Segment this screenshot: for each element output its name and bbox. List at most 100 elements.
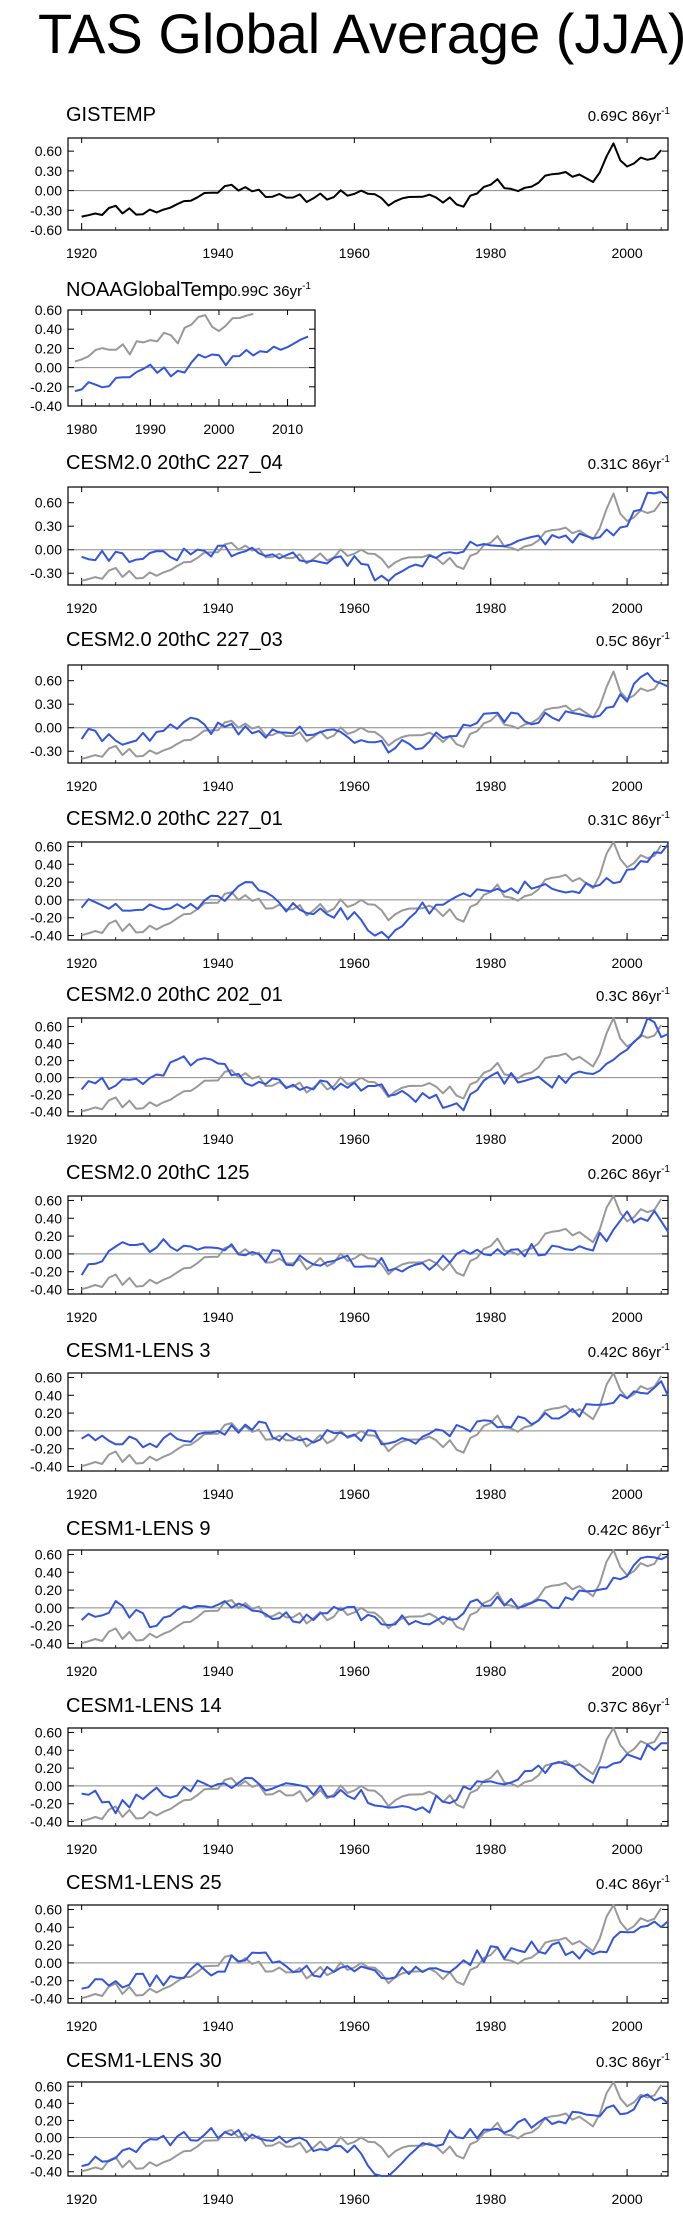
- x-tick-label: 1980: [475, 600, 506, 616]
- trend-superscript: -1: [661, 631, 670, 642]
- panel-title: CESM1-LENS 3: [66, 1340, 211, 1362]
- x-tick-label: 1940: [202, 1663, 233, 1679]
- x-tick-label: 1940: [202, 245, 233, 261]
- x-tick-label: 1960: [339, 2191, 370, 2207]
- y-tick-label: 0.00: [35, 892, 62, 908]
- trend-label: 0.69C 86yr-1: [588, 106, 671, 125]
- y-tick-label: 0.60: [35, 2078, 62, 2094]
- plot-frame: [67, 1372, 669, 1472]
- y-tick-label: -0.40: [30, 1282, 62, 1298]
- panel-title: CESM2.0 20thC 227_03: [66, 629, 283, 651]
- y-tick-label: 0.40: [35, 1564, 62, 1580]
- x-tick-label: 1960: [339, 955, 370, 971]
- y-tick-label: -0.40: [30, 398, 62, 414]
- x-tick-label: 1920: [66, 1663, 97, 1679]
- trend-superscript: -1: [661, 1164, 670, 1175]
- y-tick-label: 0.60: [35, 1369, 62, 1385]
- x-tick-label: 1980: [475, 1309, 506, 1325]
- y-tick-label: 0.20: [35, 2112, 62, 2128]
- plot-frame: [67, 137, 669, 231]
- x-tick-label: 1960: [339, 1486, 370, 1502]
- trend-label: 0.37C 86yr-1: [588, 1697, 671, 1716]
- x-tick-label: 1940: [202, 2018, 233, 2034]
- trend-label: 0.3C 86yr-1: [596, 2052, 670, 2071]
- y-tick-label: 0.00: [35, 1600, 62, 1616]
- panel-title: CESM2.0 20thC 227_04: [66, 452, 283, 474]
- plot-frame: [67, 1017, 669, 1117]
- x-tick-label: 1940: [202, 1486, 233, 1502]
- series-line-cesm1-lens-30: [81, 2093, 669, 2177]
- x-tick-label: 1920: [66, 1841, 97, 1857]
- x-tick-label: 1960: [339, 1663, 370, 1679]
- plot-frame: [67, 2081, 669, 2177]
- trend-superscript: -1: [661, 1697, 670, 1708]
- x-tick-label: 1960: [339, 600, 370, 616]
- series-line-cesm2-0-20thc-227-03: [80, 672, 669, 754]
- plot-frame: [67, 1904, 669, 2004]
- trend-superscript: -1: [661, 1342, 670, 1353]
- y-tick-label: 0.20: [35, 1053, 62, 1069]
- y-tick-label: -0.30: [30, 202, 62, 218]
- y-tick-label: -0.30: [30, 743, 62, 759]
- y-tick-label: -0.20: [30, 379, 62, 395]
- y-tick-label: -0.40: [30, 928, 62, 944]
- plot-frame: [67, 1549, 669, 1649]
- y-tick-label: -0.20: [30, 1087, 62, 1103]
- series-line-reference: [74, 312, 254, 363]
- panel-title: CESM1-LENS 30: [66, 2050, 222, 2072]
- trend-label: 0.42C 86yr-1: [588, 1520, 671, 1539]
- x-tick-label: 1960: [339, 245, 370, 261]
- x-tick-label: 2000: [612, 1663, 643, 1679]
- trend-label: 0.31C 86yr-1: [588, 810, 671, 829]
- x-tick-label: 1960: [339, 1131, 370, 1147]
- series-line-reference: [81, 492, 663, 582]
- x-tick-label: 1960: [339, 778, 370, 794]
- y-tick-label: 0.60: [35, 838, 62, 854]
- x-tick-label: 1920: [66, 1131, 97, 1147]
- series-line-reference: [81, 1017, 663, 1113]
- y-tick-label: 0.60: [35, 143, 62, 159]
- y-tick-label: 0.60: [35, 1901, 62, 1917]
- trend-superscript: -1: [302, 281, 311, 292]
- panel-title: GISTEMP: [66, 104, 156, 126]
- series-line-cesm1-lens-14: [81, 1742, 668, 1815]
- y-tick-label: -0.40: [30, 1991, 62, 2007]
- y-tick-label: 0.00: [35, 1778, 62, 1794]
- y-tick-label: -0.40: [30, 1636, 62, 1652]
- y-tick-label: 0.60: [35, 1019, 62, 1035]
- trend-label: 0.26C 86yr-1: [588, 1164, 671, 1183]
- y-tick-label: 0.60: [35, 302, 62, 318]
- x-tick-label: 1940: [202, 955, 233, 971]
- x-tick-label: 1980: [475, 1841, 506, 1857]
- y-tick-label: -0.20: [30, 1796, 62, 1812]
- series-line-reference: [81, 1195, 663, 1291]
- x-tick-label: 1980: [475, 1663, 506, 1679]
- y-tick-label: 0.00: [35, 1070, 62, 1086]
- y-tick-label: 0.00: [35, 1246, 62, 1262]
- y-tick-label: 0.40: [35, 1036, 62, 1052]
- y-tick-label: -0.20: [30, 2147, 62, 2163]
- x-tick-label: 1980: [475, 955, 506, 971]
- panel-title: CESM2.0 20thC 125: [66, 1162, 249, 1184]
- x-tick-label: 2010: [272, 421, 303, 437]
- x-tick-label: 1920: [66, 600, 97, 616]
- trend-superscript: -1: [661, 810, 670, 821]
- y-tick-label: -0.20: [30, 1264, 62, 1280]
- trend-superscript: -1: [661, 986, 670, 997]
- series-line-cesm1-lens-9: [80, 1555, 669, 1629]
- series-line-reference: [81, 1372, 663, 1468]
- y-tick-label: 0.60: [35, 1724, 62, 1740]
- x-tick-label: 1960: [339, 1841, 370, 1857]
- panel-title: CESM2.0 20thC 202_01: [66, 984, 283, 1006]
- series-line-reference: [81, 670, 663, 760]
- x-tick-label: 2000: [612, 778, 643, 794]
- x-tick-label: 2000: [612, 1131, 643, 1147]
- y-tick-label: 0.60: [35, 1192, 62, 1208]
- y-tick-label: -0.20: [30, 1618, 62, 1634]
- plot-frame: [67, 486, 669, 586]
- x-tick-label: 1940: [202, 2191, 233, 2207]
- plot-frame: [67, 1727, 669, 1827]
- y-tick-label: -0.40: [30, 2164, 62, 2180]
- y-tick-label: 0.20: [35, 1228, 62, 1244]
